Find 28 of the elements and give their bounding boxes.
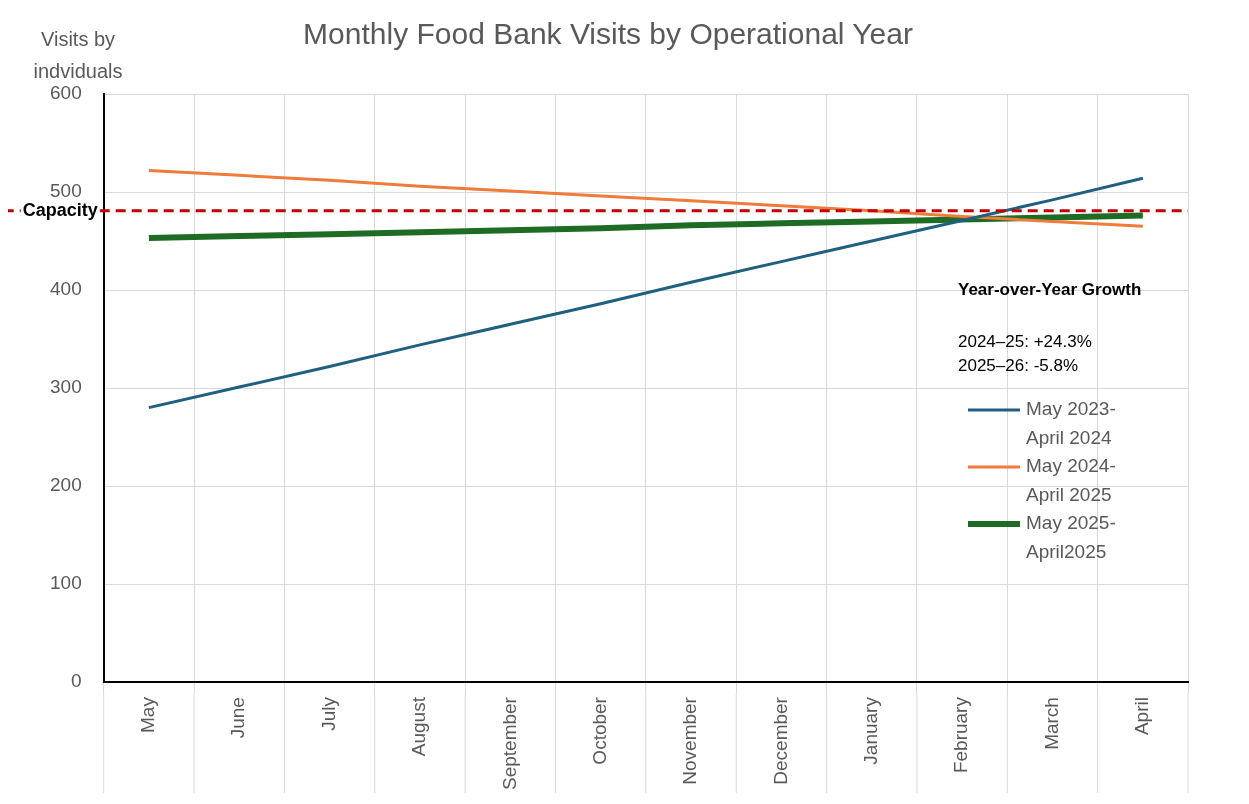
ref-line-label: Capacity: [22, 199, 98, 220]
x-tick-label: October: [588, 696, 610, 765]
y-tick-label: 100: [50, 572, 82, 594]
y-tick-label: 300: [50, 376, 82, 398]
y-tick-label: 500: [50, 180, 82, 202]
x-tick-label: June: [227, 697, 249, 739]
y-tick-label: 0: [71, 670, 82, 692]
x-tick-label: July: [317, 696, 339, 731]
x-tick-label: April: [1131, 697, 1153, 736]
legend-label: May 2023-April 2024: [1026, 398, 1116, 449]
x-tick-label: February: [950, 696, 972, 774]
y-tick-label: 400: [50, 278, 82, 300]
annotation: 2025–26: -5.8%: [958, 355, 1079, 375]
y-tick-label: 600: [50, 82, 82, 104]
legend-label: May 2025-April2025: [1026, 512, 1116, 563]
x-tick-label: May: [137, 696, 159, 733]
annotation: Year-over-Year Growth: [958, 279, 1142, 299]
x-tick-label: March: [1040, 697, 1062, 750]
x-tick-label: January: [859, 696, 881, 765]
y-tick-label: 200: [50, 474, 82, 496]
y-axis-title: Visits by indviduals: [33, 28, 123, 82]
annotation: 2024–25: +24.3%: [958, 331, 1092, 351]
x-tick-label: September: [498, 696, 520, 791]
legend-label: May 2024-April 2025: [1026, 455, 1116, 506]
chart-title: Monthly Food Bank Visits by Operational Year: [303, 17, 913, 51]
x-tick-label: December: [769, 696, 791, 785]
x-tick-label: August: [408, 696, 430, 757]
x-tick-label: November: [679, 696, 701, 785]
